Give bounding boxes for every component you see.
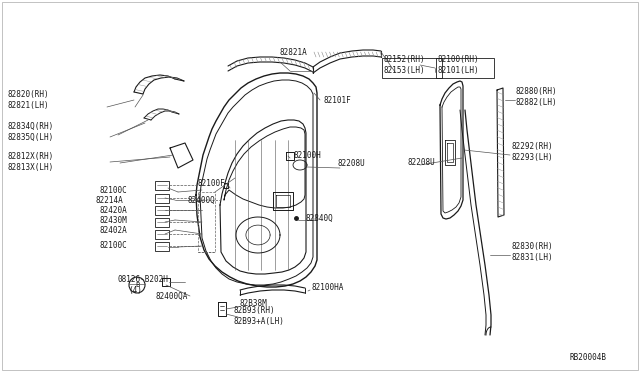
Text: 82B93(RH)
82B93+A(LH): 82B93(RH) 82B93+A(LH)	[233, 306, 284, 326]
Text: 82834Q(RH)
82835Q(LH): 82834Q(RH) 82835Q(LH)	[8, 122, 54, 142]
Text: 82820(RH)
82821(LH): 82820(RH) 82821(LH)	[8, 90, 50, 110]
Text: 82812X(RH)
82813X(LH): 82812X(RH) 82813X(LH)	[8, 152, 54, 172]
Text: RB20004B: RB20004B	[570, 353, 607, 362]
Text: 82208U: 82208U	[338, 158, 365, 167]
Text: 82100HA: 82100HA	[312, 282, 344, 292]
Bar	[436, 58, 494, 78]
Text: 82101F: 82101F	[323, 96, 351, 105]
Text: 82152(RH)
82153(LH): 82152(RH) 82153(LH)	[384, 55, 426, 75]
Text: 82830(RH)
82831(LH): 82830(RH) 82831(LH)	[512, 242, 554, 262]
Text: 82100F: 82100F	[198, 179, 226, 187]
Text: 82402A: 82402A	[100, 225, 128, 234]
Bar	[155, 193, 169, 202]
Text: (4): (4)	[128, 285, 142, 295]
Bar	[155, 205, 169, 215]
Bar	[155, 241, 169, 250]
Bar	[155, 218, 169, 227]
Text: 82430M: 82430M	[100, 215, 128, 224]
Text: 82400QA: 82400QA	[155, 292, 188, 301]
Text: 82208U: 82208U	[408, 157, 436, 167]
Bar	[382, 58, 442, 78]
Text: 82821A: 82821A	[280, 48, 308, 57]
Text: 82840Q: 82840Q	[306, 214, 333, 222]
Text: 82214A: 82214A	[95, 196, 123, 205]
Text: 82100H: 82100H	[294, 151, 322, 160]
Text: 82400Q: 82400Q	[188, 196, 216, 205]
Text: 82292(RH)
82293(LH): 82292(RH) 82293(LH)	[512, 142, 554, 162]
Bar	[155, 230, 169, 238]
Text: 82100C: 82100C	[100, 241, 128, 250]
Bar	[155, 180, 169, 189]
Text: 82100C: 82100C	[100, 186, 128, 195]
Text: 82420A: 82420A	[100, 205, 128, 215]
Text: 82880(RH)
82882(LH): 82880(RH) 82882(LH)	[515, 87, 557, 107]
Text: B: B	[135, 282, 139, 288]
Text: 08126-B202H: 08126-B202H	[118, 276, 169, 285]
Text: 82100(RH)
82101(LH): 82100(RH) 82101(LH)	[438, 55, 479, 75]
Text: 82B38M: 82B38M	[240, 298, 268, 308]
